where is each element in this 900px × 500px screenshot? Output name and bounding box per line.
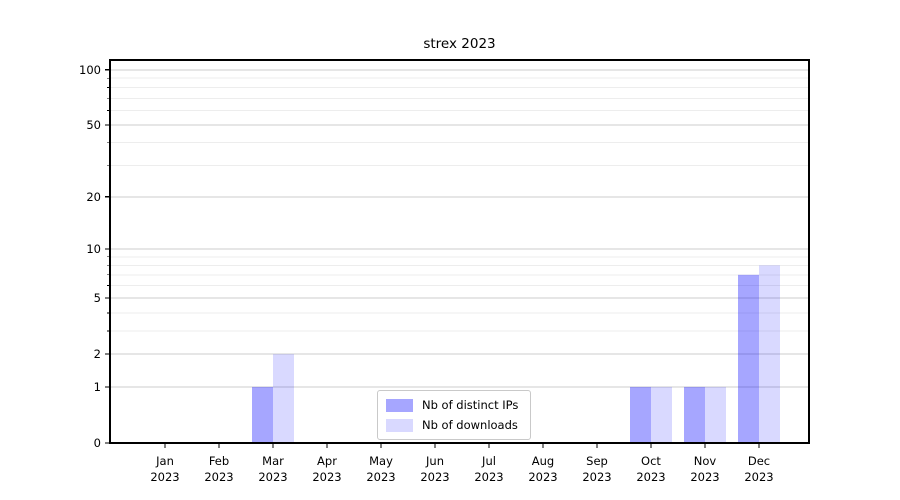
y-tick-label: 50	[86, 118, 101, 132]
legend-label-distinct-ips: Nb of distinct IPs	[422, 398, 519, 412]
legend-swatch-downloads	[386, 418, 413, 432]
x-tick-label-month: Jan	[155, 454, 174, 468]
x-tick-label-month: Feb	[209, 454, 229, 468]
bar-downloads-mar	[273, 354, 294, 443]
x-tick-label-year: 2023	[258, 470, 287, 484]
x-tick-label-year: 2023	[690, 470, 719, 484]
y-tick-label: 20	[86, 190, 101, 204]
x-tick-label-month: Mar	[262, 454, 284, 468]
x-tick-label-month: Apr	[317, 454, 337, 468]
bar-downloads-dec	[759, 265, 780, 443]
x-tick-label-year: 2023	[204, 470, 233, 484]
x-tick-label-year: 2023	[312, 470, 341, 484]
x-tick-label-month: Oct	[641, 454, 661, 468]
x-tick-label-year: 2023	[474, 470, 503, 484]
x-tick-label-month: Jun	[425, 454, 444, 468]
bar-downloads-oct	[651, 386, 672, 443]
y-tick-label: 1	[94, 380, 101, 394]
bar-distinct-ips-oct	[630, 386, 651, 443]
x-tick-label-month: Aug	[532, 454, 554, 468]
bar-distinct-ips-mar	[252, 386, 273, 443]
y-tick-label: 100	[79, 63, 101, 77]
x-tick-label-year: 2023	[150, 470, 179, 484]
x-tick-label-year: 2023	[528, 470, 557, 484]
legend-item-distinct-ips: Nb of distinct IPs	[386, 397, 518, 413]
legend-label-downloads: Nb of downloads	[422, 418, 518, 432]
legend-item-downloads: Nb of downloads	[386, 417, 518, 433]
y-tick-label: 0	[94, 436, 101, 450]
x-tick-label-year: 2023	[582, 470, 611, 484]
bar-distinct-ips-dec	[738, 274, 759, 443]
x-tick-label-year: 2023	[366, 470, 395, 484]
y-tick-label: 10	[86, 242, 101, 256]
plot-frame	[109, 59, 810, 444]
x-tick-label-year: 2023	[636, 470, 665, 484]
chart-title: strex 2023	[423, 36, 496, 52]
legend-swatch-distinct-ips	[386, 398, 413, 412]
x-tick-label-year: 2023	[744, 470, 773, 484]
y-tick-label: 5	[94, 291, 101, 305]
x-tick-label-month: May	[369, 454, 393, 468]
legend: Nb of distinct IPs Nb of downloads	[377, 390, 532, 440]
bar-distinct-ips-nov	[684, 386, 705, 443]
x-tick-label-month: Jul	[481, 454, 496, 468]
x-tick-label-month: Sep	[586, 454, 608, 468]
bar-downloads-nov	[705, 386, 726, 443]
x-tick-label-month: Nov	[694, 454, 717, 468]
y-tick-label: 2	[94, 347, 101, 361]
x-tick-label-month: Dec	[748, 454, 770, 468]
x-tick-label-year: 2023	[420, 470, 449, 484]
